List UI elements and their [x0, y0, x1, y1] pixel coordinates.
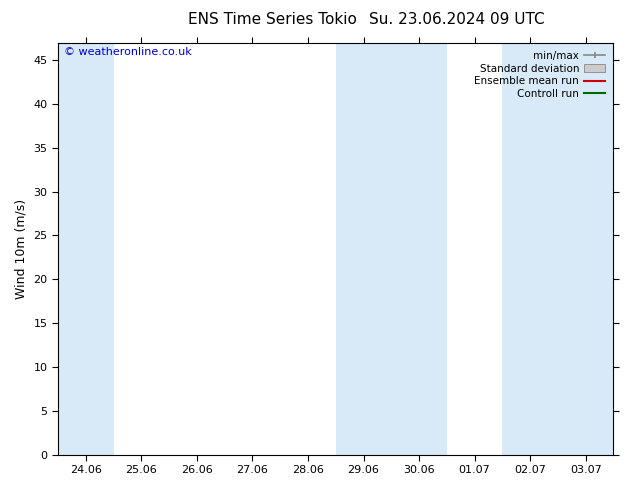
Legend: min/max, Standard deviation, Ensemble mean run, Controll run: min/max, Standard deviation, Ensemble me…: [471, 48, 608, 102]
Text: © weatheronline.co.uk: © weatheronline.co.uk: [63, 47, 191, 57]
Bar: [502, 43, 614, 455]
Bar: [336, 43, 447, 455]
Text: Su. 23.06.2024 09 UTC: Su. 23.06.2024 09 UTC: [368, 12, 545, 27]
Text: ENS Time Series Tokio: ENS Time Series Tokio: [188, 12, 357, 27]
Y-axis label: Wind 10m (m/s): Wind 10m (m/s): [15, 198, 28, 299]
Bar: [58, 43, 113, 455]
